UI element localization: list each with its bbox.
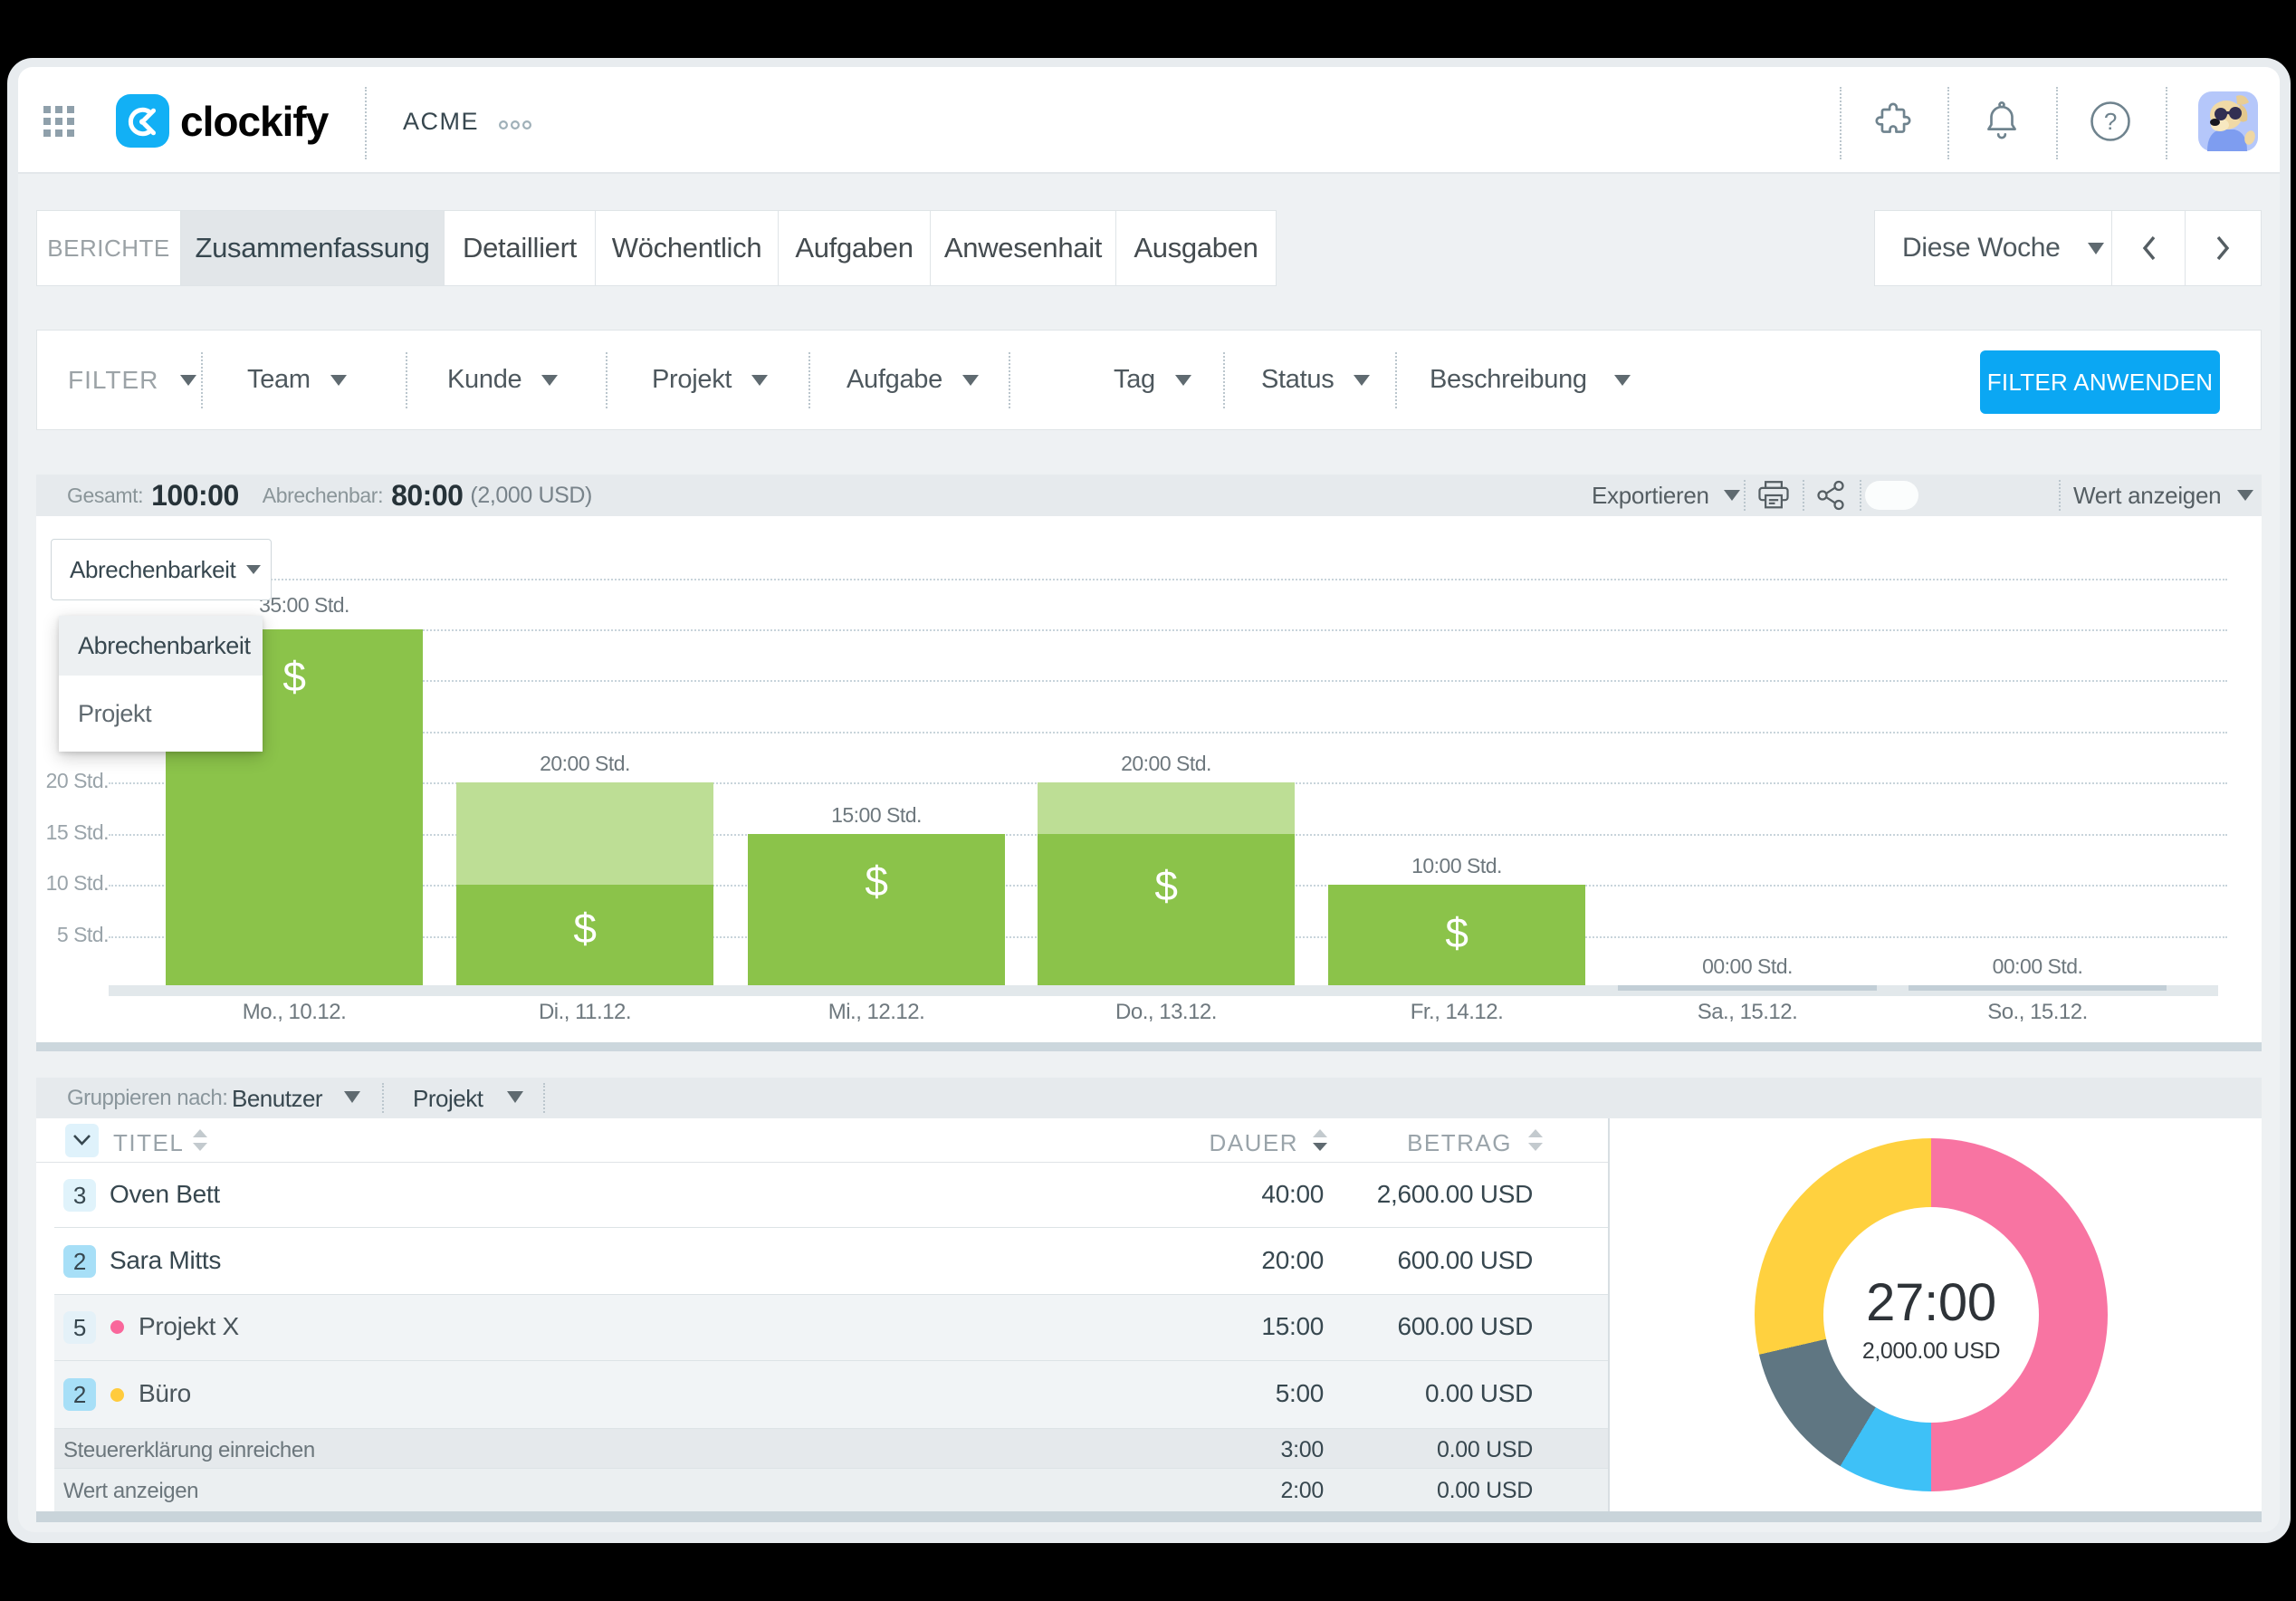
svg-text:?: ?: [2104, 108, 2117, 135]
